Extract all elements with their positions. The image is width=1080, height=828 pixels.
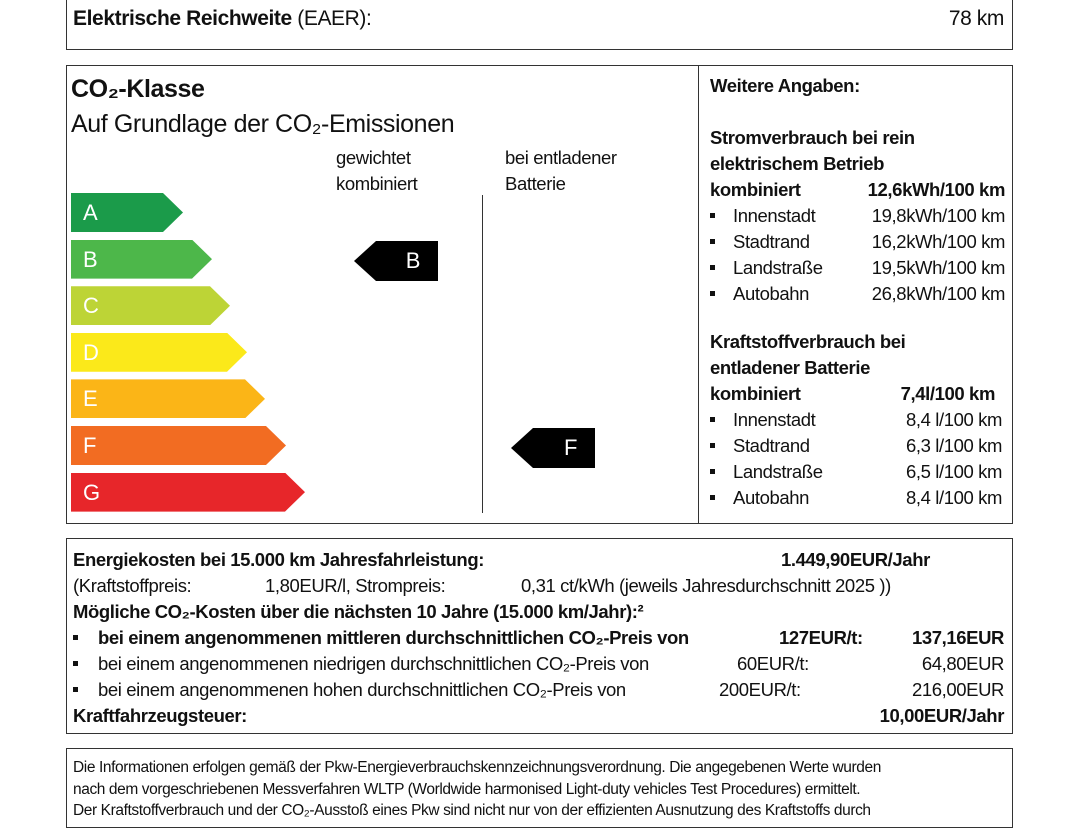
elec-heading-2: elektrischem Betrieb: [710, 153, 885, 174]
footer-line: Der Kraftstoffverbrauch und der CO₂-Auss…: [73, 802, 871, 819]
co2-scenario-row: bei einem angenommenen mittleren durchsc…: [73, 627, 1004, 649]
fuel-consumption-item: Innenstadt 8,4 l/100 km: [710, 407, 1005, 433]
bullet-icon: [710, 238, 715, 244]
bullet-icon: [710, 416, 715, 422]
bullet-icon: [73, 660, 78, 666]
range-box: Elektrische Reichweite (EAER): 78 km: [66, 0, 1013, 50]
fuel-heading-2: entladener Batterie: [710, 357, 870, 378]
column-divider: [482, 195, 483, 513]
energy-cost-value: 1.449,90EUR/Jahr: [781, 549, 930, 570]
energy-class-bar-f: F: [71, 426, 286, 465]
further-info: Weitere Angaben: Stromverbrauch bei rein…: [698, 70, 1013, 520]
co2-class-title: CO₂-Klasse: [71, 75, 205, 103]
elec-consumption-item: Landstraße 19,5kWh/100 km: [710, 255, 1005, 281]
footer-line: Die Informationen erfolgen gemäß der Pkw…: [73, 759, 881, 776]
range-value: 78 km: [948, 7, 1005, 30]
bullet-icon: [73, 686, 78, 692]
bullet-icon: [73, 634, 78, 640]
fuel-price-label: (Kraftstoffpreis:: [73, 575, 192, 596]
footer-box: Die Informationen erfolgen gemäß der Pkw…: [66, 748, 1013, 828]
bullet-icon: [710, 442, 715, 448]
bullet-icon: [710, 290, 715, 296]
co2-costs-heading: Mögliche CO₂-Kosten über die nächsten 10…: [73, 601, 644, 622]
co2-scenario-row: bei einem angenommenen hohen durchschnit…: [73, 679, 1004, 701]
bullet-icon: [710, 468, 715, 474]
energy-class-bar-a: A: [71, 193, 183, 232]
col-weighted-header: gewichtet kombiniert: [336, 147, 418, 194]
bullet-icon: [710, 264, 715, 270]
elec-combined: kombiniert 12,6kWh/100 km: [710, 179, 1005, 200]
co2-class-subtitle: Auf Grundlage der CO₂-Emissionen: [71, 110, 455, 138]
further-info-title: Weitere Angaben:: [710, 75, 860, 96]
energy-class-bar-g: G: [71, 473, 305, 512]
bullet-icon: [710, 212, 715, 218]
fuel-consumption-item: Stadtrand 6,3 l/100 km: [710, 433, 1005, 459]
elec-consumption-item: Innenstadt 19,8kWh/100 km: [710, 203, 1005, 229]
costs-box: Energiekosten bei 15.000 km Jahresfahrle…: [66, 538, 1013, 734]
energy-class-bar-e: E: [71, 379, 265, 418]
range-label: Elektrische Reichweite (EAER):: [73, 7, 372, 30]
power-price: 0,31 ct/kWh (jeweils Jahresdurchschnitt …: [521, 575, 891, 596]
energy-class-bar-d: D: [71, 333, 247, 372]
tax-value: 10,00EUR/Jahr: [879, 705, 1005, 726]
fuel-heading: Kraftstoffverbrauch bei: [710, 331, 906, 352]
col-discharged-header: bei entladener Batterie: [505, 147, 617, 194]
fuel-consumption-item: Autobahn 8,4 l/100 km: [710, 485, 1005, 511]
fuel-consumption-item: Landstraße 6,5 l/100 km: [710, 459, 1005, 485]
divider: [698, 66, 699, 523]
elec-heading: Stromverbrauch bei rein: [710, 127, 915, 148]
fuel-combined: kombiniert 7,4l/100 km: [710, 383, 995, 404]
co2-scenario-row: bei einem angenommenen niedrigen durchsc…: [73, 653, 1004, 675]
tax-label: Kraftfahrzeugsteuer:: [73, 705, 247, 726]
elec-consumption-item: Stadtrand 16,2kWh/100 km: [710, 229, 1005, 255]
energy-class-bar-b: B: [71, 240, 212, 279]
footer-line: nach dem vorgeschriebenen Messverfahren …: [73, 780, 861, 798]
energy-cost-label: Energiekosten bei 15.000 km Jahresfahrle…: [73, 549, 484, 570]
fuel-price: 1,80EUR/l, Strompreis:: [265, 575, 446, 596]
energy-class-bar-c: C: [71, 286, 230, 325]
bullet-icon: [710, 494, 715, 500]
elec-consumption-item: Autobahn 26,8kWh/100 km: [710, 281, 1005, 307]
